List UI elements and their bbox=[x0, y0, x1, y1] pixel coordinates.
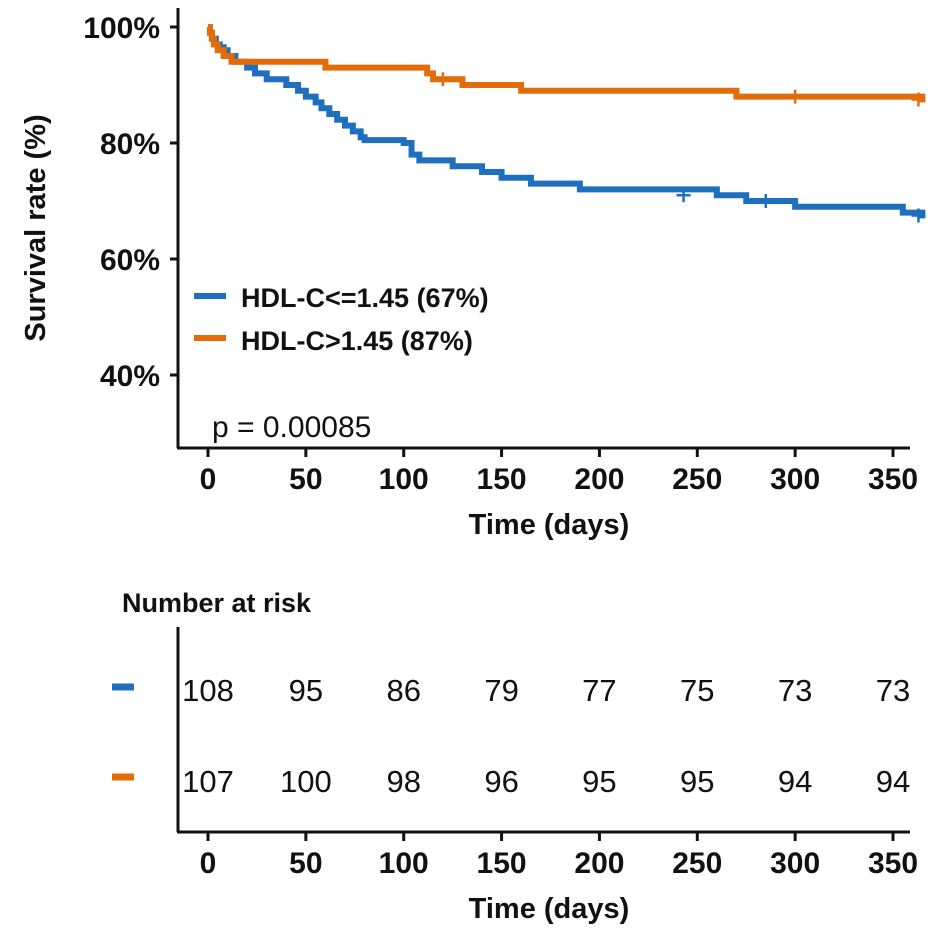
risk-count-cell: 94 bbox=[778, 764, 812, 799]
risk-x-tick-label: 350 bbox=[868, 847, 918, 880]
y-tick-label: 60% bbox=[100, 244, 160, 277]
risk-count-cell: 73 bbox=[778, 673, 812, 708]
legend-label-low-hdl: HDL-C<=1.45 (67%) bbox=[241, 283, 489, 313]
risk-count-cell: 98 bbox=[386, 764, 420, 799]
survival-curve-low-hdl bbox=[206, 24, 926, 219]
y-tick-label: 40% bbox=[100, 360, 160, 393]
censor-mark bbox=[676, 188, 691, 203]
survival-curve-high-hdl bbox=[206, 24, 926, 103]
risk-count-cell: 94 bbox=[876, 764, 910, 799]
x-tick-label: 200 bbox=[574, 463, 624, 496]
risk-table-cells: 108 95 86 79 77 75 73 73 107 100 98 96 95 95 94 94 bbox=[182, 673, 910, 799]
risk-count-cell: 100 bbox=[280, 764, 332, 799]
risk-count-cell: 86 bbox=[386, 673, 420, 708]
y-axis-title: Survival rate (%) bbox=[20, 114, 52, 341]
risk-count-cell: 73 bbox=[876, 673, 910, 708]
risk-count-cell: 96 bbox=[484, 764, 518, 799]
risk-count-cell: 95 bbox=[582, 764, 616, 799]
risk-x-tick-group: 0 50 100 150 200 250 300 350 bbox=[200, 832, 918, 880]
risk-count-cell: 75 bbox=[680, 673, 714, 708]
censor-mark bbox=[435, 72, 450, 87]
risk-table-x-title: Time (days) bbox=[469, 893, 630, 925]
censor-mark bbox=[788, 89, 803, 104]
risk-count-cell: 95 bbox=[680, 764, 714, 799]
risk-count-cell: 107 bbox=[182, 764, 234, 799]
x-tick-label: 350 bbox=[868, 463, 918, 496]
risk-x-tick-label: 0 bbox=[200, 847, 217, 880]
risk-x-tick-label: 250 bbox=[672, 847, 722, 880]
legend: HDL-C<=1.45 (67%) HDL-C>1.45 (87%) bbox=[194, 283, 489, 356]
risk-x-tick-label: 200 bbox=[574, 847, 624, 880]
censor-mark bbox=[911, 92, 926, 107]
x-tick-label: 50 bbox=[289, 463, 322, 496]
risk-table-title: Number at risk bbox=[122, 588, 312, 618]
x-tick-label: 100 bbox=[379, 463, 429, 496]
x-tick-label: 150 bbox=[477, 463, 527, 496]
x-tick-group: 0 50 100 150 200 250 300 350 bbox=[200, 448, 918, 496]
y-tick-label: 80% bbox=[100, 128, 160, 161]
censor-mark bbox=[911, 208, 926, 223]
risk-count-cell: 79 bbox=[484, 673, 518, 708]
survival-curves bbox=[206, 24, 926, 223]
y-tick-label: 100% bbox=[83, 12, 160, 45]
legend-label-high-hdl: HDL-C>1.45 (87%) bbox=[241, 326, 473, 356]
risk-count-cell: 95 bbox=[289, 673, 323, 708]
risk-x-tick-label: 150 bbox=[477, 847, 527, 880]
x-tick-label: 250 bbox=[672, 463, 722, 496]
risk-count-cell: 108 bbox=[182, 673, 234, 708]
p-value: p = 0.00085 bbox=[212, 411, 371, 444]
censor-mark bbox=[758, 194, 773, 208]
y-tick-group: 40% 60% 80% 100% bbox=[83, 12, 178, 393]
risk-count-cell: 77 bbox=[582, 673, 616, 708]
x-tick-label: 0 bbox=[200, 463, 217, 496]
x-axis-title: Time (days) bbox=[469, 509, 630, 541]
risk-x-tick-label: 100 bbox=[379, 847, 429, 880]
risk-x-tick-label: 300 bbox=[770, 847, 820, 880]
x-tick-label: 300 bbox=[770, 463, 820, 496]
risk-x-tick-label: 50 bbox=[289, 847, 322, 880]
